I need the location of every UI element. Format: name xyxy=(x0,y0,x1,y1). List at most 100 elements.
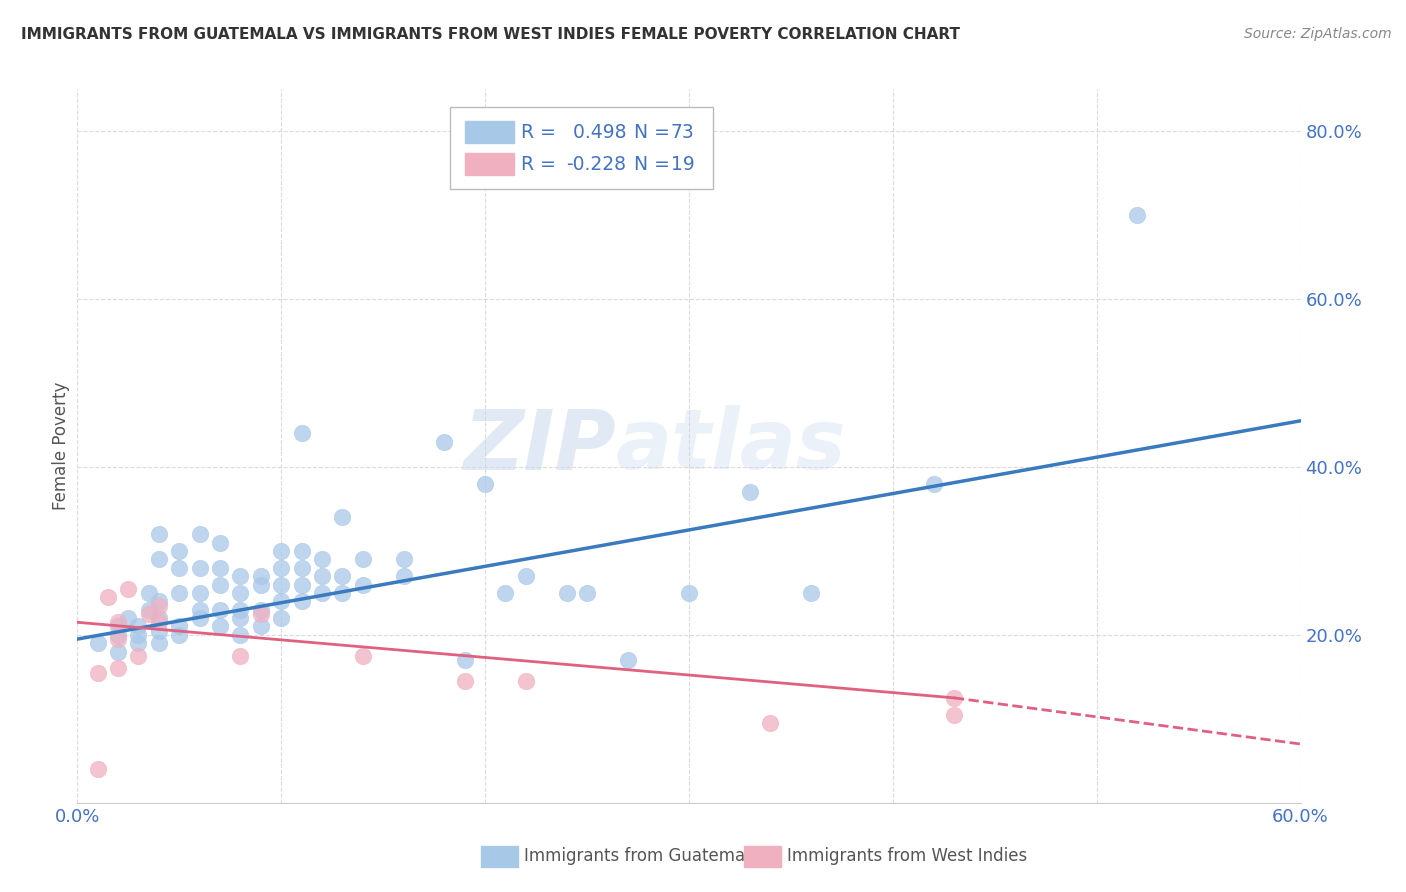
Bar xyxy=(465,121,515,143)
Text: 73: 73 xyxy=(671,122,695,142)
Point xyxy=(208,535,231,549)
Point xyxy=(740,485,762,500)
Y-axis label: Female Poverty: Female Poverty xyxy=(52,382,70,510)
Point xyxy=(250,619,273,633)
Point xyxy=(352,648,374,663)
Text: -0.228: -0.228 xyxy=(567,154,627,174)
Point xyxy=(311,569,333,583)
Text: IMMIGRANTS FROM GUATEMALA VS IMMIGRANTS FROM WEST INDIES FEMALE POVERTY CORRELAT: IMMIGRANTS FROM GUATEMALA VS IMMIGRANTS … xyxy=(21,27,960,42)
Point xyxy=(138,603,160,617)
Point xyxy=(270,611,292,625)
Point xyxy=(392,552,415,566)
Point xyxy=(617,653,640,667)
Point xyxy=(229,603,252,617)
Point xyxy=(290,544,312,558)
Point xyxy=(148,615,170,630)
Point xyxy=(188,603,211,617)
Text: 19: 19 xyxy=(671,154,695,174)
Point xyxy=(169,560,191,574)
Point xyxy=(800,586,823,600)
Point xyxy=(759,716,782,731)
Point xyxy=(229,586,252,600)
Point xyxy=(229,648,252,663)
Point xyxy=(188,527,211,541)
Point xyxy=(138,586,160,600)
Point xyxy=(311,586,333,600)
Point xyxy=(453,674,475,689)
Point xyxy=(148,599,170,613)
Text: Immigrants from Guatemala: Immigrants from Guatemala xyxy=(524,847,759,865)
Point xyxy=(87,665,110,680)
Point xyxy=(127,628,149,642)
Point xyxy=(250,607,273,621)
Point xyxy=(138,607,160,621)
Point xyxy=(352,577,374,591)
FancyBboxPatch shape xyxy=(450,107,713,189)
Point xyxy=(107,619,129,633)
Point xyxy=(332,586,354,600)
Point xyxy=(332,569,354,583)
Point xyxy=(474,476,496,491)
Bar xyxy=(744,846,780,867)
Text: 0.498: 0.498 xyxy=(567,122,626,142)
Point xyxy=(250,603,273,617)
Point xyxy=(208,577,231,591)
Point xyxy=(87,636,110,650)
Point xyxy=(270,544,292,558)
Point xyxy=(107,661,129,675)
Text: ZIP: ZIP xyxy=(463,406,616,486)
Point xyxy=(433,434,456,449)
Text: R =: R = xyxy=(522,154,562,174)
Point xyxy=(117,582,139,596)
Point xyxy=(107,615,129,630)
Point xyxy=(148,527,170,541)
Point xyxy=(107,628,129,642)
Point xyxy=(107,632,129,646)
Point xyxy=(127,636,149,650)
Point xyxy=(290,560,312,574)
Point xyxy=(87,762,110,776)
Point xyxy=(290,577,312,591)
Point xyxy=(97,590,120,604)
Point xyxy=(127,648,149,663)
Point xyxy=(117,611,139,625)
Point xyxy=(495,586,517,600)
Point xyxy=(922,476,945,491)
Point xyxy=(148,594,170,608)
Point xyxy=(555,586,578,600)
Point xyxy=(148,636,170,650)
Point xyxy=(332,510,354,524)
Point xyxy=(148,552,170,566)
Point xyxy=(229,569,252,583)
Point xyxy=(942,707,965,722)
Point xyxy=(250,569,273,583)
Text: Source: ZipAtlas.com: Source: ZipAtlas.com xyxy=(1244,27,1392,41)
Point xyxy=(148,624,170,638)
Point xyxy=(270,577,292,591)
Point xyxy=(311,552,333,566)
Point xyxy=(270,560,292,574)
Bar xyxy=(465,153,515,175)
Point xyxy=(1126,208,1149,222)
Text: N =: N = xyxy=(621,122,675,142)
Point xyxy=(107,645,129,659)
Point xyxy=(148,611,170,625)
Point xyxy=(352,552,374,566)
Point xyxy=(290,426,312,441)
Point xyxy=(188,560,211,574)
Point xyxy=(169,544,191,558)
Bar xyxy=(481,846,517,867)
Text: atlas: atlas xyxy=(616,406,846,486)
Point xyxy=(515,569,537,583)
Text: Immigrants from West Indies: Immigrants from West Indies xyxy=(787,847,1026,865)
Point xyxy=(678,586,700,600)
Point xyxy=(229,611,252,625)
Point xyxy=(392,569,415,583)
Point xyxy=(250,577,273,591)
Point xyxy=(169,619,191,633)
Point xyxy=(290,594,312,608)
Point xyxy=(169,628,191,642)
Point xyxy=(127,619,149,633)
Point xyxy=(453,653,475,667)
Point xyxy=(515,674,537,689)
